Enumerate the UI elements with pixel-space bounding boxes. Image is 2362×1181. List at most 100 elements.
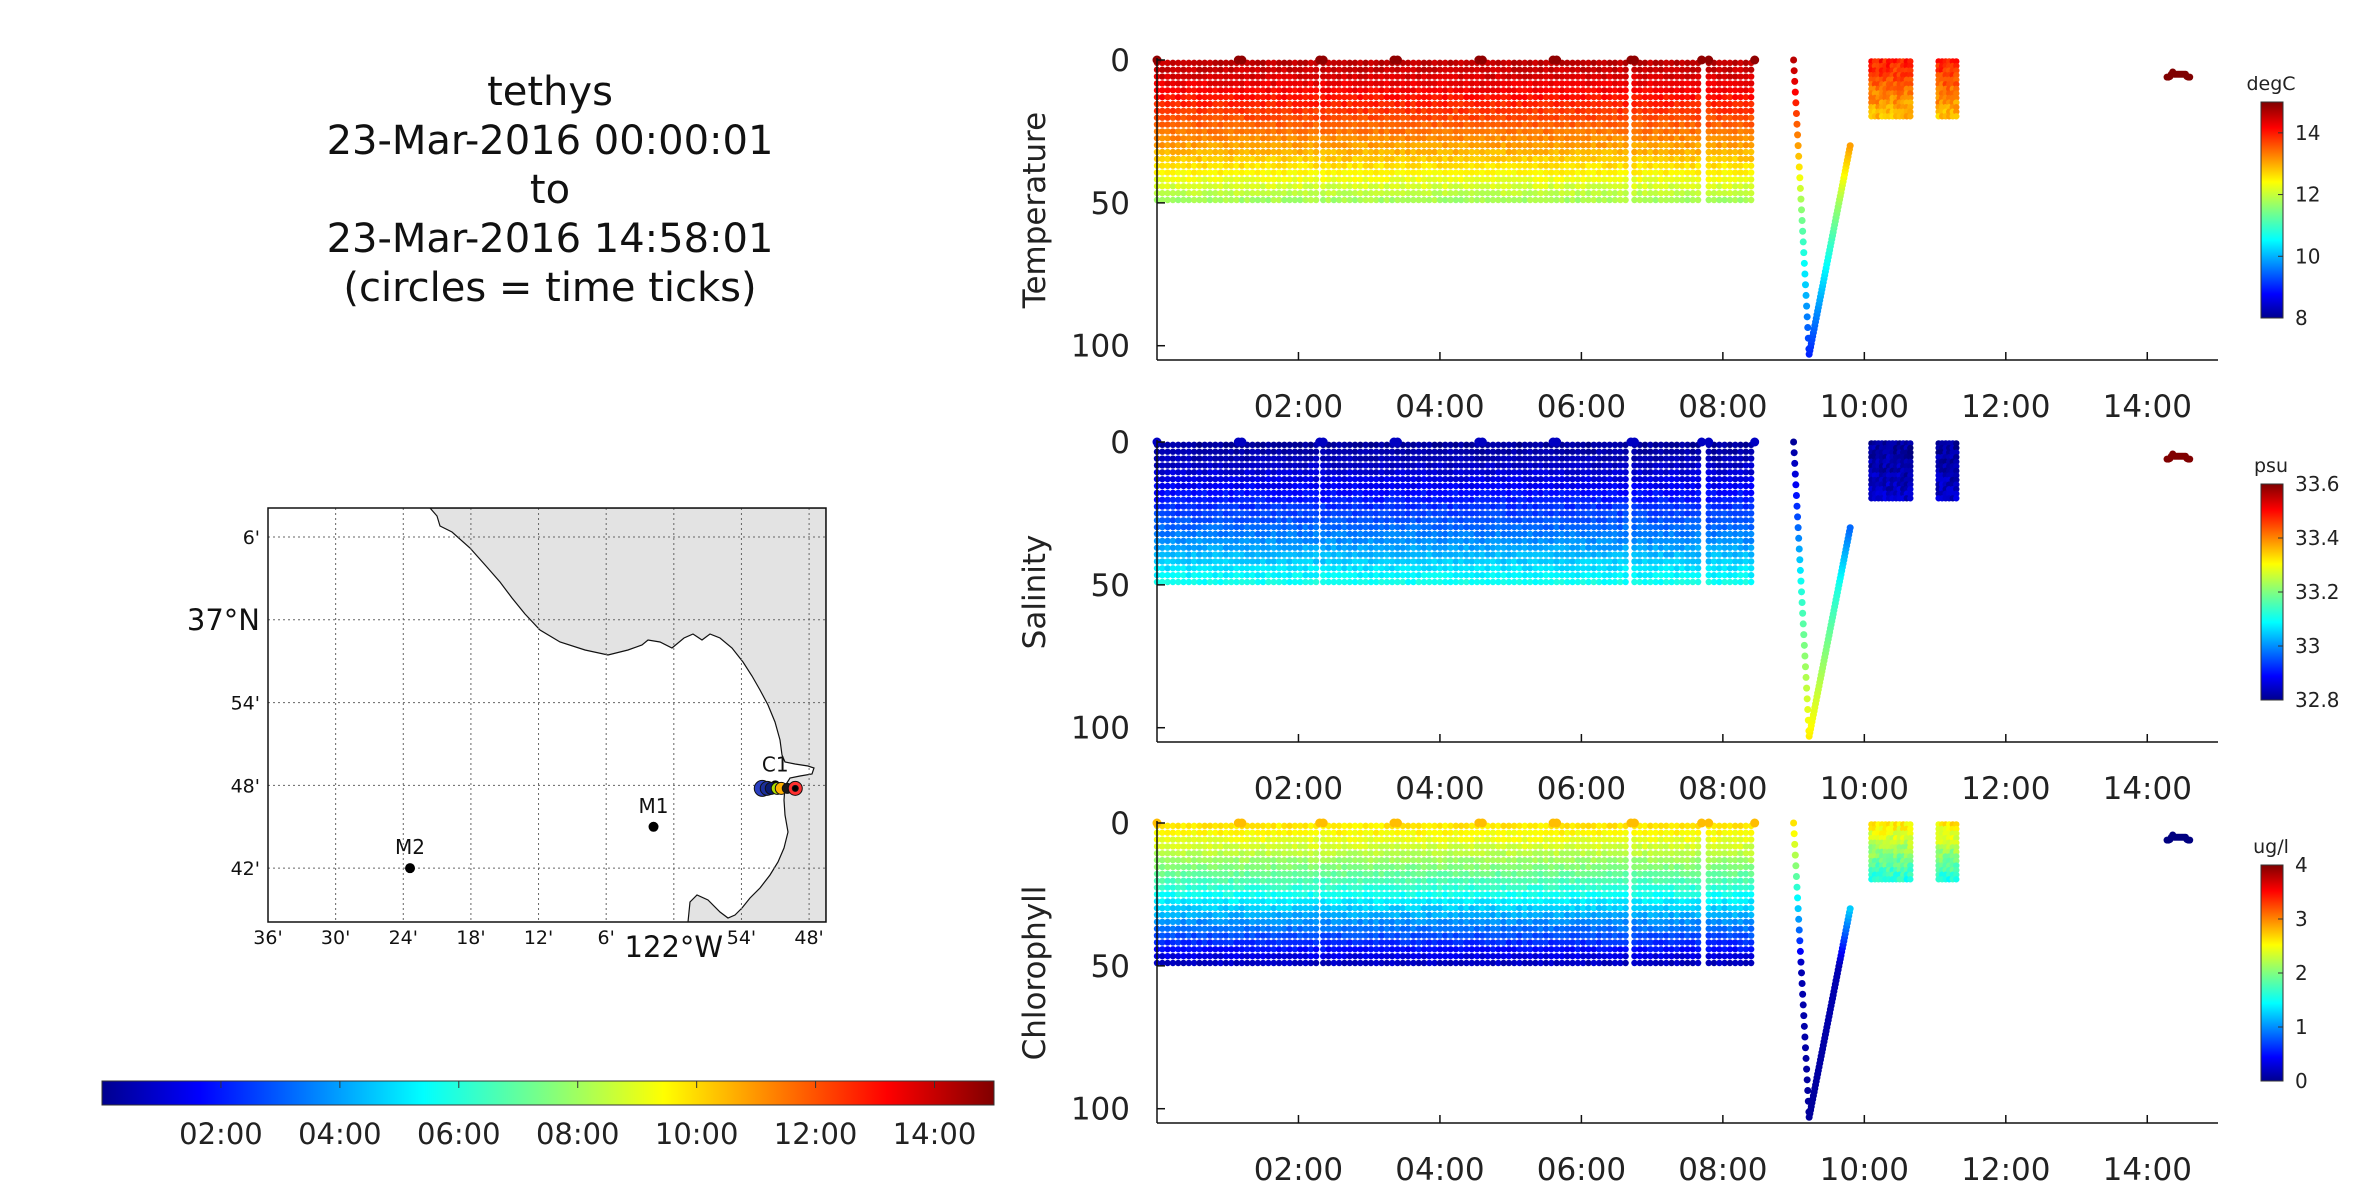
- data-point: [1297, 196, 1304, 204]
- data-point: [1373, 114, 1380, 121]
- data-point: [1378, 93, 1385, 101]
- data-point: [1383, 66, 1391, 73]
- data-point: [1286, 87, 1293, 94]
- data-point: [1341, 135, 1348, 142]
- data-point: [1394, 196, 1401, 204]
- data-point: [1622, 148, 1629, 156]
- data-point: [1312, 510, 1320, 517]
- x-tick-label: 12:00: [1961, 389, 2050, 425]
- data-point: [1694, 530, 1702, 538]
- data-point: [1747, 73, 1755, 80]
- data-point: [1307, 162, 1315, 169]
- data-point: [1249, 100, 1256, 108]
- data-point: [1259, 169, 1267, 176]
- data-point: [1222, 183, 1230, 190]
- data-point: [1233, 107, 1240, 115]
- data-point: [1312, 148, 1320, 156]
- data-point: [1622, 100, 1629, 108]
- data-point: [1291, 148, 1299, 156]
- data-point: [1694, 100, 1702, 108]
- data-point: [1415, 196, 1422, 204]
- data-point: [1320, 148, 1327, 156]
- data-point: [1367, 162, 1375, 169]
- data-point: [1341, 66, 1348, 73]
- data-point: [1346, 176, 1353, 183]
- dive-point: [1799, 238, 1807, 246]
- data-point: [1307, 141, 1315, 149]
- data-point: [1351, 141, 1359, 149]
- data-point: [1312, 517, 1320, 524]
- data-point: [1388, 66, 1396, 73]
- data-point: [1159, 148, 1166, 156]
- data-point: [1270, 59, 1277, 67]
- data-point: [1351, 183, 1359, 190]
- data-point: [1233, 87, 1240, 94]
- data-point: [1265, 66, 1272, 73]
- data-point: [1394, 155, 1401, 163]
- data-point: [1404, 66, 1412, 73]
- time-colorbar-tick: 02:00: [179, 1117, 263, 1151]
- data-point: [1312, 169, 1320, 176]
- data-point: [1190, 87, 1198, 94]
- data-point: [1286, 107, 1293, 115]
- data-point: [1383, 196, 1391, 204]
- data-point: [1410, 121, 1417, 128]
- data-point: [1415, 148, 1422, 156]
- data-point: [1275, 87, 1283, 94]
- data-point: [1238, 73, 1246, 80]
- data-point: [1357, 196, 1364, 204]
- land-area: [429, 508, 826, 922]
- data-point: [1362, 169, 1369, 176]
- data-point: [1185, 176, 1193, 183]
- data-point: [1243, 148, 1251, 156]
- data-point: [1281, 162, 1288, 169]
- data-point: [1169, 162, 1177, 169]
- station-label: M2: [395, 835, 425, 859]
- data-point: [1265, 121, 1272, 128]
- data-point: [1212, 107, 1219, 115]
- y-tick-label: 100: [1071, 329, 1130, 365]
- data-point: [1254, 59, 1261, 67]
- colorbar-tick: 8: [2295, 306, 2308, 330]
- data-point: [1330, 66, 1338, 73]
- data-point: [1747, 87, 1755, 94]
- data-point: [1159, 100, 1166, 108]
- x-tick-label: 04:00: [1395, 389, 1484, 425]
- data-point: [1291, 107, 1299, 115]
- data-point: [1362, 148, 1369, 156]
- data-point: [1281, 100, 1288, 108]
- data-point: [1201, 183, 1208, 190]
- data-point: [1185, 87, 1193, 94]
- data-point: [1312, 503, 1320, 510]
- data-point: [1335, 169, 1343, 176]
- data-point: [1622, 87, 1629, 94]
- data-point: [1259, 128, 1267, 135]
- data-point: [1346, 169, 1353, 176]
- data-point: [1169, 155, 1177, 163]
- data-point: [1312, 565, 1320, 572]
- data-point: [1415, 189, 1422, 197]
- data-point: [1415, 73, 1422, 80]
- data-point: [1415, 114, 1422, 121]
- data-point: [1325, 148, 1332, 156]
- data-point: [1694, 455, 1702, 462]
- data-point: [1180, 155, 1187, 163]
- end-time: 23-Mar-2016 14:58:01: [326, 216, 774, 262]
- data-point: [1302, 80, 1309, 87]
- data-point: [1185, 148, 1193, 156]
- data-point: [1346, 162, 1353, 169]
- data-point: [1622, 80, 1629, 87]
- data-point: [1169, 107, 1177, 115]
- data-point: [1249, 189, 1256, 197]
- data-point: [1222, 196, 1230, 204]
- data-point: [1330, 155, 1338, 163]
- data-point: [1307, 80, 1315, 87]
- surface-point: [1392, 437, 1402, 447]
- data-point: [1222, 176, 1230, 183]
- data-point: [1388, 100, 1396, 108]
- x-tick-label: 10:00: [1820, 389, 1909, 425]
- data-point: [1302, 100, 1309, 108]
- data-point: [1169, 176, 1177, 183]
